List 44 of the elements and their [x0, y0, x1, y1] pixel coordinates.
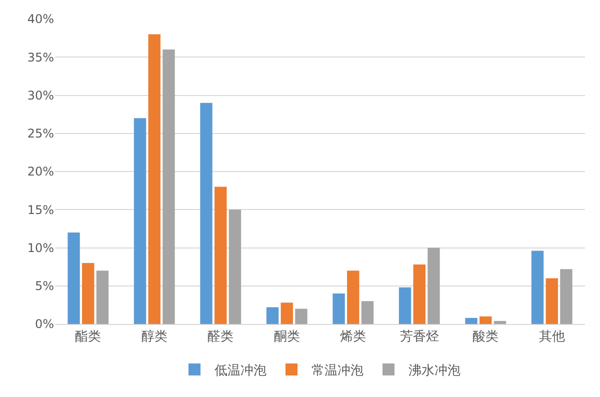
y-tick-label: 10% [27, 240, 54, 255]
y-tick-label: 5% [34, 279, 54, 294]
bar [134, 118, 146, 324]
bar [361, 301, 374, 324]
legend-label: 沸水冲泡 [408, 364, 460, 379]
bar [480, 316, 492, 324]
bar [332, 294, 345, 324]
bar [546, 278, 558, 324]
bar [398, 287, 412, 324]
bar [266, 307, 279, 324]
x-tick-label: 醛类 [208, 330, 234, 345]
x-tick-label: 芳香烃 [400, 330, 439, 345]
x-tick-label: 酯类 [75, 330, 102, 345]
bar [200, 102, 212, 324]
y-tick-label: 40% [27, 12, 54, 26]
y-tick-label: 35% [27, 50, 54, 64]
x-tick-label: 酮类 [274, 330, 300, 345]
legend-label: 常温冲泡 [312, 364, 364, 379]
bar [148, 34, 160, 324]
x-tick-label: 烯类 [340, 330, 366, 345]
bar [465, 318, 478, 324]
x-tick-label: 其他 [538, 330, 565, 345]
bar [531, 250, 544, 324]
x-tick-label: 酸类 [472, 330, 499, 345]
y-tick-label: 15% [27, 202, 54, 217]
bar [428, 248, 440, 324]
legend-label: 低温冲泡 [214, 364, 266, 379]
y-tick-label: 20% [27, 164, 54, 179]
bar [295, 308, 308, 324]
y-tick-label: 25% [27, 126, 54, 141]
bar [82, 263, 94, 324]
bar [347, 270, 360, 324]
bar [560, 269, 572, 324]
bar [68, 232, 80, 324]
y-tick-label: 30% [27, 88, 54, 102]
x-tick-label: 醇类 [141, 330, 168, 345]
bar [96, 270, 109, 324]
bar [228, 210, 242, 324]
bar [214, 186, 227, 324]
bar [494, 320, 506, 324]
bar [413, 264, 426, 324]
y-tick-label: 0% [34, 317, 54, 332]
bar [162, 50, 175, 324]
bar [280, 302, 293, 324]
